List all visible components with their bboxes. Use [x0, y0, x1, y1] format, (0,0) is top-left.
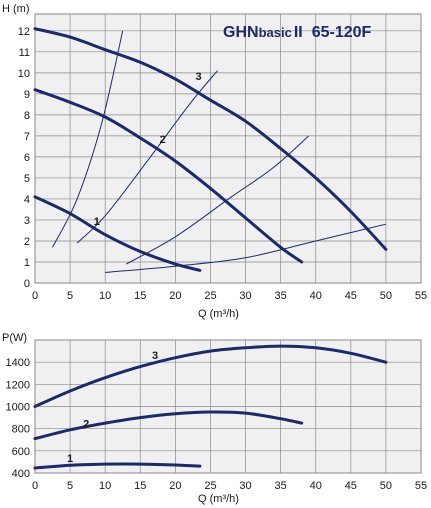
y-tick-label: 9	[24, 89, 30, 101]
x-tick-label: 30	[239, 480, 251, 492]
title-brand: GHN	[223, 24, 259, 41]
power-y-axis-title: P(W)	[2, 332, 27, 344]
y-tick-label: 600	[12, 446, 30, 458]
series-label-2: 2	[83, 419, 89, 431]
y-tick-label: 2	[24, 236, 30, 248]
x-tick-label: 15	[134, 290, 146, 302]
y-tick-label: 1400	[6, 357, 30, 369]
title-suffix: II	[294, 24, 303, 41]
chart-title: GHNbasic II 65-120F	[223, 24, 372, 41]
y-tick-label: 11	[19, 47, 30, 59]
x-tick-label: 0	[32, 480, 38, 492]
y-tick-label: 1	[24, 257, 30, 269]
x-tick-label: 5	[67, 290, 73, 302]
x-tick-label: 5	[67, 480, 73, 492]
series-label-1: 1	[94, 216, 100, 228]
x-tick-label: 50	[380, 290, 392, 302]
system-curve-1	[52, 30, 124, 248]
x-tick-label: 55	[415, 290, 427, 302]
head-x-axis-title: Q (m³/h)	[198, 308, 239, 320]
head-x-ticks: 0 5 10 15 20 25 30 35 40 45 50 55	[32, 290, 427, 302]
series-label-1: 1	[67, 453, 73, 465]
x-tick-label: 45	[345, 290, 357, 302]
x-tick-label: 0	[32, 290, 38, 302]
y-tick-label: 3	[24, 215, 30, 227]
y-tick-label: 5	[24, 173, 30, 185]
x-tick-label: 35	[275, 480, 287, 492]
title-sub: basic	[259, 25, 292, 40]
title-model: 65-120F	[312, 24, 372, 41]
x-tick-label: 40	[310, 290, 322, 302]
x-tick-label: 45	[345, 480, 357, 492]
x-tick-label: 25	[204, 480, 216, 492]
head-plot-area	[34, 13, 422, 284]
power-x-axis-title: Q (m³/h)	[198, 493, 239, 505]
series-label-2: 2	[160, 134, 166, 146]
x-tick-label: 30	[239, 290, 251, 302]
y-tick-label: 10	[18, 68, 30, 80]
x-tick-label: 10	[99, 290, 111, 302]
y-tick-label: 12	[18, 26, 30, 38]
head-chart: 0 5 10 15 20 25 30 35 40 45 50 55 0123456789101112 …	[2, 3, 427, 320]
x-tick-label: 55	[415, 480, 427, 492]
x-tick-label: 25	[204, 290, 216, 302]
series-curve-2	[33, 410, 304, 441]
head-y-axis-title: H (m)	[2, 3, 30, 15]
y-tick-label: 800	[12, 424, 30, 436]
power-series	[33, 344, 388, 470]
power-series-labels: 1 2 3	[67, 350, 158, 465]
series-curve-2	[33, 88, 304, 264]
series-curve-3	[33, 27, 388, 251]
system-curve-4	[105, 223, 387, 273]
head-series	[33, 27, 388, 272]
x-tick-label: 50	[380, 480, 392, 492]
series-curve-1	[33, 462, 202, 470]
series-label-3: 3	[195, 71, 201, 83]
x-tick-label: 35	[275, 290, 287, 302]
power-y-ticks: 400 600 800 1000 1200 1400	[6, 357, 30, 480]
y-tick-label: 1200	[6, 379, 30, 391]
y-tick-label: 8	[24, 110, 30, 122]
series-curve-1	[33, 195, 202, 272]
x-tick-label: 40	[310, 480, 322, 492]
y-tick-label: 6	[24, 152, 30, 164]
power-chart: 0 5 10 15 20 25 30 35 40 45 50 55 400 600 800 1000 1200…	[2, 332, 427, 505]
y-tick-label: 4	[24, 194, 30, 206]
x-tick-label: 10	[99, 480, 111, 492]
system-curve-3	[125, 135, 310, 265]
y-tick-label: 7	[24, 131, 30, 143]
x-tick-label: 20	[169, 290, 181, 302]
head-grid	[34, 14, 422, 284]
head-series-labels: 1 2 3	[94, 71, 202, 228]
power-x-ticks: 0 5 10 15 20 25 30 35 40 45 50 55	[32, 480, 427, 492]
x-tick-label: 20	[169, 480, 181, 492]
y-tick-label: 400	[12, 468, 30, 480]
series-label-3: 3	[152, 350, 158, 362]
y-tick-label: 0	[24, 278, 30, 290]
series-curve-3	[33, 344, 388, 408]
x-tick-label: 15	[134, 480, 146, 492]
y-tick-label: 1000	[6, 402, 30, 414]
